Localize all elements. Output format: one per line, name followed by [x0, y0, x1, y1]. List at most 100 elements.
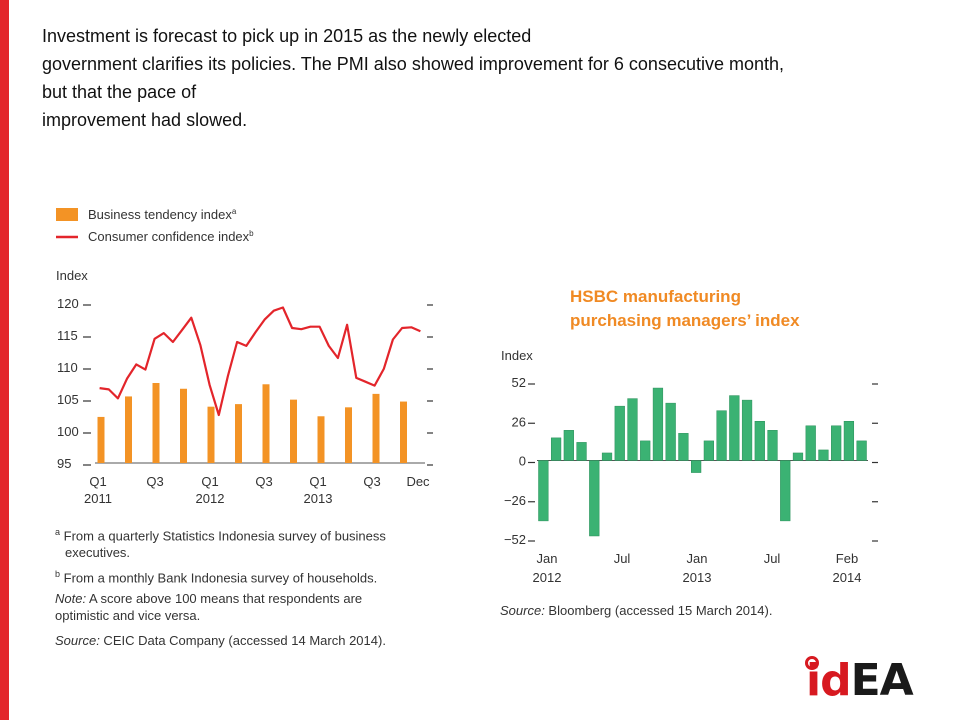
- left-x-tick-label: Dec: [406, 474, 430, 489]
- footnote-b-text: From a monthly Bank Indonesia survey of …: [63, 570, 378, 586]
- left-x-tick-label: Q1: [89, 474, 106, 489]
- left-x-tick-year: 2012: [196, 491, 225, 506]
- pmi-bar: [716, 410, 727, 461]
- left-y-tick-label: 100: [57, 424, 79, 439]
- right-y-tick-label: −26: [504, 493, 526, 508]
- left-y-tick-label: 120: [57, 296, 79, 311]
- idea-logo: idEA: [806, 655, 914, 706]
- right-x-tick-label: Jan: [687, 551, 708, 566]
- note-label: Note:: [55, 591, 87, 606]
- pmi-bar: [640, 440, 651, 461]
- logo-part-1: id: [806, 655, 852, 706]
- right-y-tick-label: −52: [504, 532, 526, 547]
- pmi-bar: [818, 449, 829, 461]
- headline-line-2: government clarifies its policies. The P…: [42, 54, 784, 74]
- footnote-a: a From a quarterly Statistics Indonesia …: [55, 527, 386, 561]
- left-x-tick-label: Q3: [255, 474, 272, 489]
- right-x-tick-year: 2013: [683, 570, 712, 585]
- business-index-bar: [372, 393, 380, 463]
- business-index-bar: [345, 407, 352, 463]
- business-index-bar: [317, 416, 325, 463]
- right-y-tick-label: 26: [512, 414, 526, 429]
- business-index-bar: [207, 406, 215, 463]
- left-x-tick-year: 2011: [84, 491, 112, 506]
- right-x-tick-year: 2014: [833, 570, 862, 585]
- right-y-axis-label: Index: [501, 348, 533, 363]
- footnote-a-text-2: executives.: [65, 545, 131, 561]
- headline-line-4: improvement had slowed.: [42, 110, 248, 130]
- business-index-bar: [235, 404, 242, 463]
- left-y-tick-label: 95: [57, 456, 71, 471]
- logo-dot-icon: [805, 656, 819, 670]
- legend-swatch-business: [56, 208, 78, 221]
- pmi-bar: [665, 402, 676, 461]
- pmi-title-line-1: HSBC manufacturing: [570, 287, 741, 306]
- right-x-tick-label: Jul: [614, 551, 631, 566]
- logo-part-2: EA: [850, 655, 914, 706]
- right-x-tick-year: 2012: [533, 570, 562, 585]
- pmi-bar: [729, 395, 740, 461]
- business-index-bar: [125, 396, 132, 463]
- footnote-source: Source: CEIC Data Company (accessed 14 M…: [55, 632, 435, 649]
- left-x-tick-label: Q3: [363, 474, 380, 489]
- left-y-tick-label: 115: [57, 328, 78, 343]
- left-y-tick-label: 105: [57, 392, 79, 407]
- headline-line-3: but that the pace of: [42, 82, 197, 102]
- pmi-bar: [652, 387, 664, 461]
- business-index-bar: [97, 416, 105, 463]
- pmi-bar: [805, 425, 816, 461]
- pmi-bar: [691, 460, 702, 473]
- pmi-bar: [703, 440, 714, 461]
- pmi-source-label: Source:: [500, 603, 545, 618]
- footnote-a-text: From a quarterly Statistics Indonesia su…: [63, 528, 386, 544]
- pmi-source: Source: Bloomberg (accessed 15 March 201…: [500, 602, 900, 619]
- right-y-tick-label: 52: [512, 375, 526, 390]
- left-y-tick-label: 110: [57, 360, 78, 375]
- business-index-bar: [400, 401, 407, 463]
- right-x-tick-label: Jul: [764, 551, 781, 566]
- pmi-bar: [767, 430, 778, 461]
- pmi-bar: [576, 442, 587, 461]
- pmi-bar: [563, 430, 574, 461]
- footnote-note: Note: A score above 100 means that respo…: [55, 590, 435, 624]
- pmi-bar: [538, 460, 549, 522]
- right-y-tick-label: 0: [519, 454, 526, 469]
- pmi-source-text: Bloomberg (accessed 15 March 2014).: [544, 603, 773, 618]
- business-index-bar: [152, 383, 160, 463]
- headline-line-1: Investment is forecast to pick up in 201…: [42, 26, 532, 46]
- pmi-title-line-2: purchasing managers’ index: [570, 311, 800, 330]
- legend-consumer-label: Consumer confidence indexb: [88, 229, 254, 244]
- source-text: CEIC Data Company (accessed 14 March 201…: [99, 633, 386, 648]
- legend-business-label: Business tendency indexa: [88, 207, 237, 222]
- pmi-bar: [856, 440, 867, 461]
- left-accent-bar: [0, 0, 9, 720]
- pmi-bar: [843, 421, 855, 461]
- note-text: A score above 100 means that respondents…: [86, 591, 363, 606]
- left-x-tick-year: 2013: [304, 491, 333, 506]
- pmi-bar: [792, 452, 804, 461]
- footnote-b: b From a monthly Bank Indonesia survey o…: [55, 569, 378, 586]
- pmi-bar: [831, 425, 842, 461]
- business-index-bar: [180, 388, 187, 463]
- left-x-tick-label: Q1: [309, 474, 326, 489]
- pmi-bar: [550, 437, 562, 461]
- pmi-bar: [741, 399, 753, 461]
- right-x-tick-label: Jan: [537, 551, 558, 566]
- left-y-axis-label: Index: [56, 268, 88, 283]
- pmi-bar: [614, 405, 625, 461]
- headline-text: Investment is forecast to pick up in 201…: [42, 22, 942, 134]
- pmi-bar: [627, 398, 638, 461]
- pmi-bar: [589, 460, 600, 537]
- pmi-bar: [678, 433, 689, 461]
- consumer-confidence-line: [99, 306, 421, 417]
- pmi-bar: [754, 421, 765, 461]
- business-index-bar: [262, 384, 270, 463]
- right-x-tick-label: Feb: [836, 551, 858, 566]
- note-text-2: optimistic and vice versa.: [55, 608, 201, 623]
- left-x-tick-label: Q1: [201, 474, 218, 489]
- business-index-bar: [290, 399, 297, 463]
- source-label: Source:: [55, 633, 100, 648]
- left-x-tick-label: Q3: [146, 474, 163, 489]
- pmi-bar: [780, 460, 791, 522]
